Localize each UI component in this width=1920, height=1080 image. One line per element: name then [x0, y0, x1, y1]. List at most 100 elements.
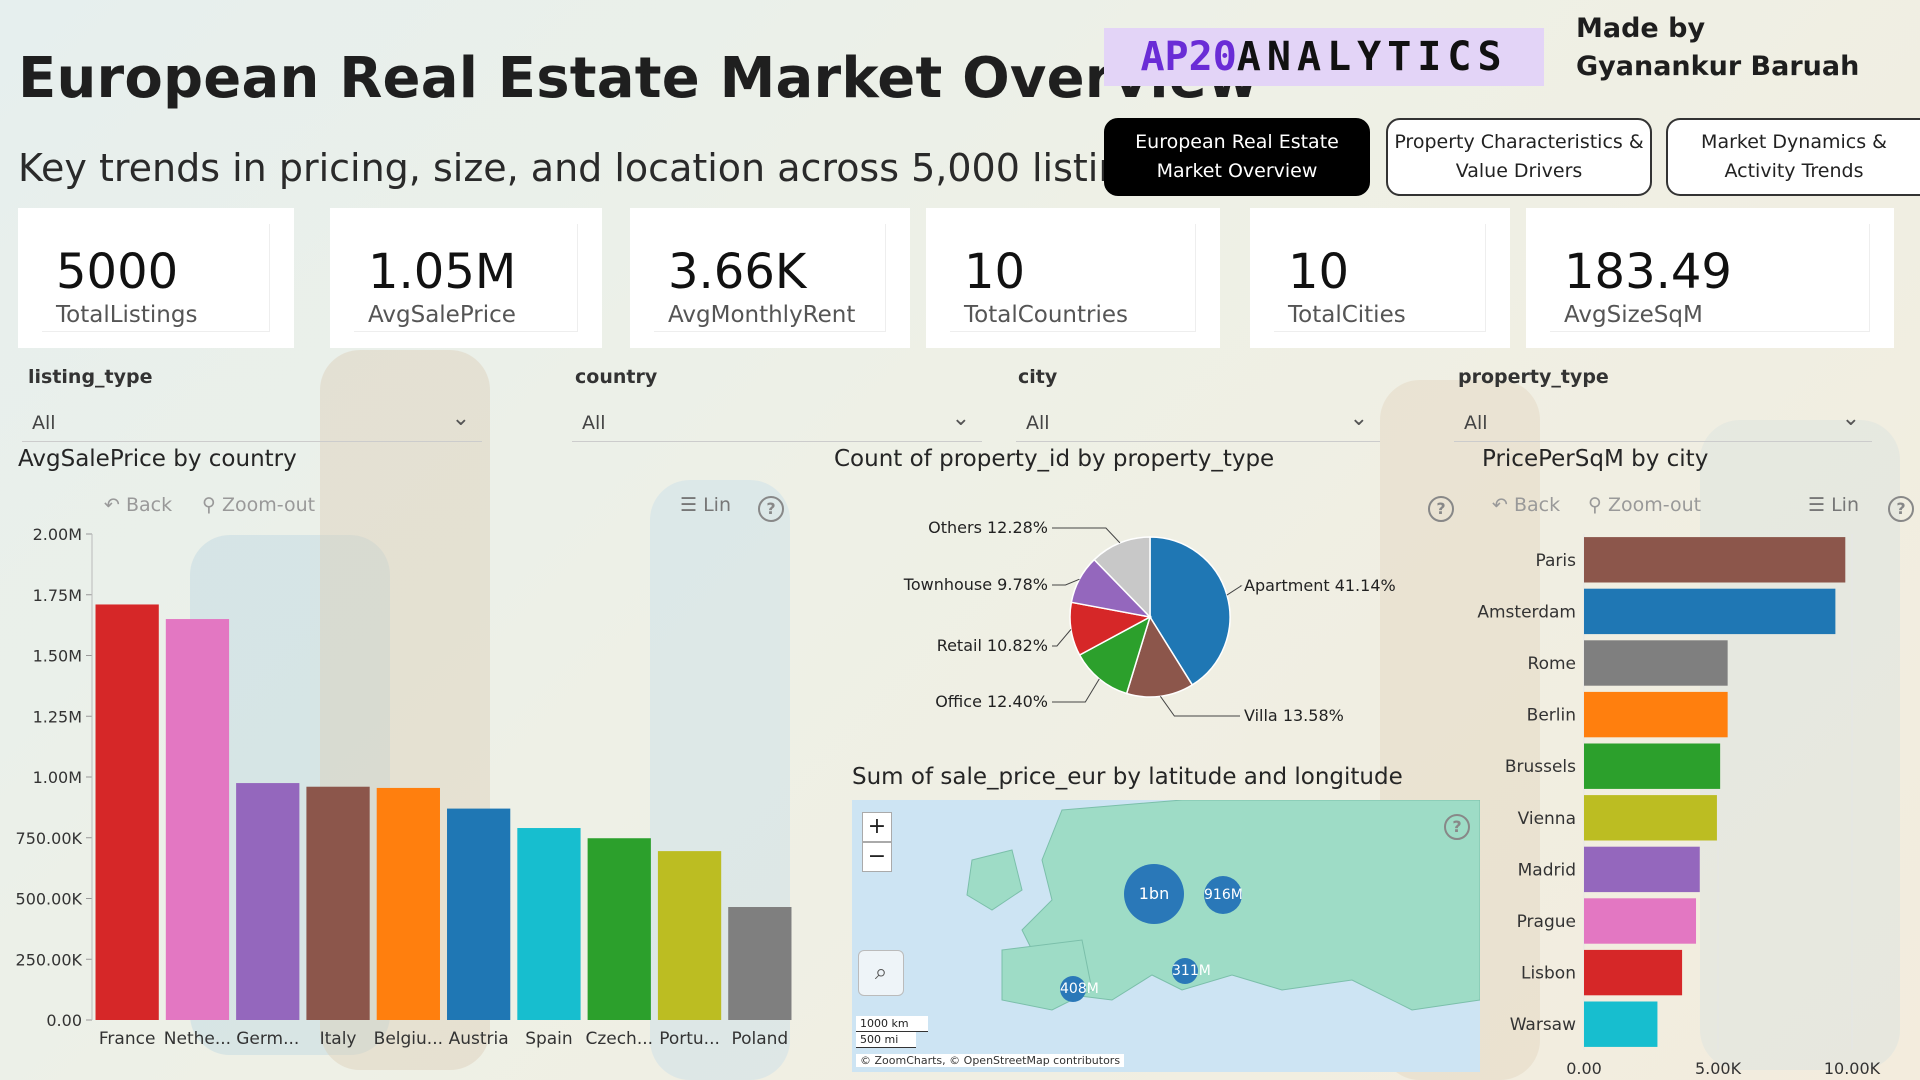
- zoom-out-label: Zoom-out: [1607, 494, 1702, 516]
- author-credit: Made by Gyanankur Baruah: [1576, 13, 1860, 82]
- map-attribution[interactable]: © ZoomCharts, © OpenStreetMap contributo…: [856, 1054, 1125, 1067]
- map-zoom-in-button[interactable]: +: [862, 812, 892, 842]
- y-tick-label: 1.50M: [33, 647, 82, 666]
- y-tick-label: 1.25M: [33, 707, 82, 726]
- y-tick-label: 750.00K: [16, 829, 83, 848]
- kpi-label: TotalCities: [1288, 302, 1406, 328]
- kpi-card-avg-sale-price: 1.05M AvgSalePrice: [330, 208, 602, 348]
- kpi-value: 1.05M: [368, 244, 517, 300]
- kpi-value: 10: [1288, 244, 1350, 300]
- y-tick-label: 2.00M: [33, 525, 82, 544]
- back-button[interactable]: ↶ Back: [104, 494, 172, 516]
- pie-label: Office 12.40%: [935, 692, 1048, 711]
- x-tick-label: Spain: [525, 1029, 573, 1049]
- y-tick-label: Paris: [1536, 551, 1577, 571]
- bar: [657, 851, 722, 1020]
- x-tick-label: Austria: [449, 1029, 509, 1049]
- bar: [1584, 949, 1683, 996]
- bar: [1584, 691, 1728, 738]
- map-scale-mi: 500 mi: [856, 1032, 916, 1048]
- kpi-card-avg-size: 183.49 AvgSizeSqM: [1526, 208, 1894, 348]
- slicer-label-property-type: property_type: [1458, 366, 1609, 388]
- x-tick-label: 10.00K: [1824, 1059, 1881, 1078]
- kpi-label: AvgSizeSqM: [1564, 302, 1703, 328]
- bar: [1584, 640, 1728, 686]
- pie-chart-property-type: Apartment 41.14% Villa 13.58% Office 12.40…: [903, 518, 1396, 725]
- pie-label: Others 12.28%: [928, 518, 1048, 537]
- help-icon[interactable]: ?: [1444, 814, 1470, 840]
- bar-chart-price-per-sqm: 0.00 5.00K 10.00K Paris Amsterdam Rome Berlin B…: [1477, 534, 1881, 1078]
- y-tick-label: Vienna: [1518, 809, 1576, 829]
- lasso-icon[interactable]: ⌕: [858, 950, 904, 996]
- logo-mark: AP20: [1140, 34, 1237, 80]
- bar: [1584, 588, 1836, 635]
- bar: [587, 838, 651, 1020]
- help-icon[interactable]: ?: [1888, 496, 1914, 522]
- slicer-value: All: [1026, 412, 1050, 434]
- nav-button-market-dynamics[interactable]: Market Dynamics & Activity Trends: [1666, 118, 1920, 196]
- slicer-city[interactable]: All ⌄: [1016, 402, 1380, 442]
- back-button[interactable]: ↶ Back: [1492, 494, 1560, 516]
- kpi-card-total-listings: 5000 TotalListings: [18, 208, 294, 348]
- slicer-country[interactable]: All ⌄: [572, 402, 982, 442]
- y-tick-label: Lisbon: [1521, 964, 1576, 984]
- zoom-out-button[interactable]: ⚲ Zoom-out: [1588, 494, 1701, 516]
- map-bubble[interactable]: 916M: [1204, 876, 1243, 914]
- bar: [1584, 795, 1717, 841]
- bar-chart-avg-sale-price: 0.00 250.00K 500.00K 750.00K 1.00M 1.25M 1.50M…: [16, 525, 792, 1049]
- y-tick-label: Prague: [1517, 912, 1576, 932]
- map-bubble[interactable]: 311M: [1172, 958, 1211, 984]
- map-bubble[interactable]: 1bn: [1124, 864, 1184, 924]
- zoom-out-button[interactable]: ⚲ Zoom-out: [202, 494, 315, 516]
- x-tick-label: Belgiu...: [374, 1029, 443, 1049]
- map-zoom-out-button[interactable]: −: [862, 842, 892, 872]
- x-tick-label: Czech...: [585, 1029, 653, 1049]
- lin-toggle[interactable]: ☰ Lin: [1808, 494, 1859, 516]
- pie-leader-line: [1052, 629, 1072, 647]
- kpi-value: 3.66K: [668, 244, 807, 300]
- slicer-listing-type[interactable]: All ⌄: [22, 402, 482, 442]
- y-tick-label: Rome: [1528, 654, 1576, 674]
- kpi-card-avg-monthly-rent: 3.66K AvgMonthlyRent: [630, 208, 910, 348]
- slicer-label-city: city: [1018, 366, 1058, 388]
- y-tick-label: Warsaw: [1510, 1015, 1576, 1035]
- kpi-label: AvgSalePrice: [368, 302, 516, 328]
- pie-slice: [1093, 536, 1151, 619]
- y-tick-label: Madrid: [1518, 860, 1576, 880]
- list-icon: ☰: [1808, 494, 1832, 516]
- nav-button-overview[interactable]: European Real Estate Market Overview: [1104, 118, 1370, 196]
- kpi-label: AvgMonthlyRent: [668, 302, 856, 328]
- kpi-card-total-countries: 10 TotalCountries: [926, 208, 1220, 348]
- bar: [1584, 846, 1700, 893]
- nav-label: Property Characteristics & Value Drivers: [1394, 131, 1644, 182]
- lin-toggle[interactable]: ☰ Lin: [680, 494, 731, 516]
- kpi-value: 183.49: [1564, 244, 1732, 300]
- help-icon[interactable]: ?: [758, 496, 784, 522]
- y-tick-label: 1.75M: [33, 586, 82, 605]
- map-bubble[interactable]: 408M: [1060, 976, 1099, 1002]
- bar: [1584, 898, 1697, 944]
- logo-text: ANALYTICS: [1236, 34, 1508, 80]
- page-subtitle: Key trends in pricing, size, and locatio…: [18, 146, 1167, 190]
- bar: [376, 787, 440, 1020]
- magnifier-icon: ⚲: [202, 494, 222, 516]
- slicer-property-type[interactable]: All ⌄: [1454, 402, 1872, 442]
- bar: [1584, 743, 1721, 789]
- europe-land-shape: [966, 800, 1480, 1011]
- kpi-value: 5000: [56, 244, 179, 300]
- help-icon[interactable]: ?: [1428, 496, 1454, 522]
- pie-slice: [1078, 615, 1152, 695]
- slicer-value: All: [1464, 412, 1488, 434]
- map-visual[interactable]: + − ? ⌕ 1bn 916M 408M 311M 1000 km 500 m…: [852, 800, 1480, 1072]
- y-tick-label: Brussels: [1505, 757, 1576, 777]
- pie-leader-line: [1052, 527, 1121, 544]
- chart-title-avg-sale-price: AvgSalePrice by country: [18, 446, 297, 472]
- slicer-label-listing-type: listing_type: [28, 366, 153, 388]
- bar: [1584, 1001, 1658, 1047]
- lin-label: Lin: [703, 494, 731, 516]
- nav-button-property-characteristics[interactable]: Property Characteristics & Value Drivers: [1386, 118, 1652, 196]
- x-tick-label: Nethe...: [164, 1029, 231, 1049]
- nav-label: European Real Estate Market Overview: [1135, 131, 1339, 182]
- pie-label: Retail 10.82%: [937, 636, 1048, 655]
- back-arrow-icon: ↶: [1492, 494, 1514, 516]
